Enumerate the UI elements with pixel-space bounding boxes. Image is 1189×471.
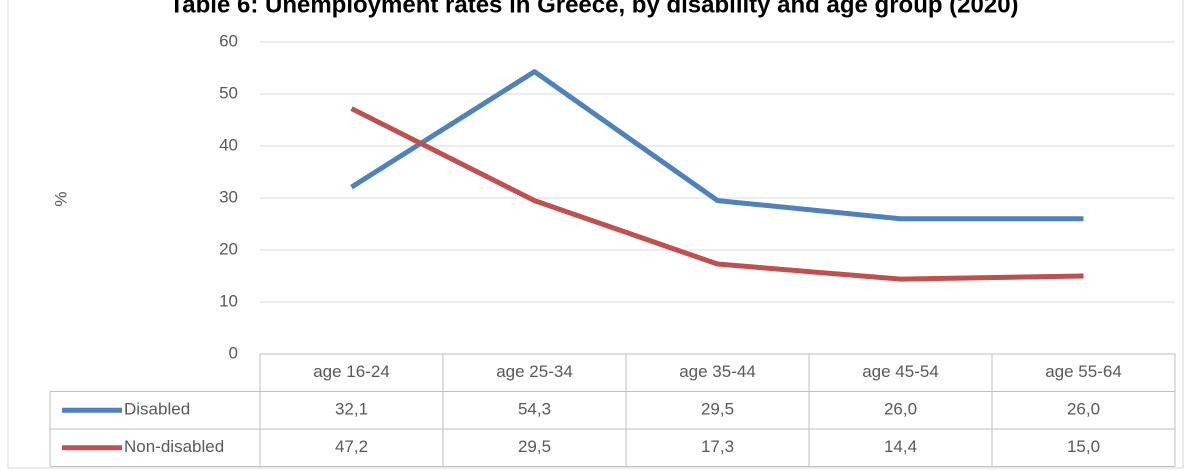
chart-title: Table 6: Unemployment rates in Greece, b… (169, 0, 1018, 18)
series-line (350, 106, 1084, 282)
table-value: 29,5 (518, 437, 551, 456)
table-value: 54,3 (518, 400, 551, 419)
y-tick-label: 10 (219, 291, 238, 310)
y-tick-label: 30 (219, 187, 238, 206)
x-tick-label: age 55-64 (1045, 362, 1122, 381)
x-tick-label: age 45-54 (862, 362, 939, 381)
table-value: 17,3 (701, 437, 734, 456)
table-value: 15,0 (1067, 437, 1100, 456)
table-value: 14,4 (884, 437, 917, 456)
x-tick-label: age 25-34 (496, 362, 573, 381)
series-line (350, 69, 1084, 222)
chart-border (7, 0, 1184, 469)
legend-label: Disabled (124, 400, 190, 419)
y-tick-label: 0 (229, 343, 238, 362)
y-tick-label: 20 (219, 239, 238, 258)
y-tick-label: 40 (219, 135, 238, 154)
table-value: 29,5 (701, 400, 734, 419)
x-tick-label: age 16-24 (313, 362, 390, 381)
y-tick-label: 50 (219, 83, 238, 102)
table-value: 32,1 (335, 400, 368, 419)
y-tick-label: 60 (219, 31, 238, 50)
legend-label: Non-disabled (124, 437, 224, 456)
table-value: 47,2 (335, 437, 368, 456)
y-axis-label: % (51, 191, 70, 206)
table-value: 26,0 (884, 400, 917, 419)
x-tick-label: age 35-44 (679, 362, 756, 381)
table-value: 26,0 (1067, 400, 1100, 419)
